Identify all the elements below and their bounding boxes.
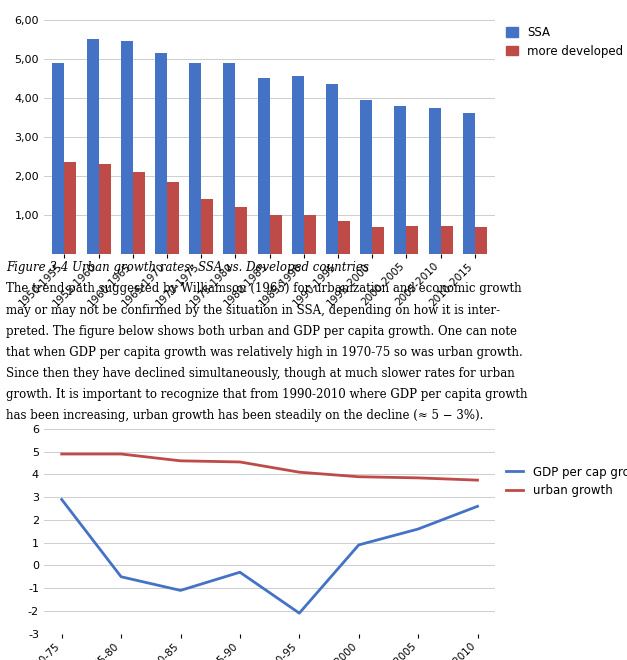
- Bar: [155, 53, 167, 254]
- Bar: [441, 226, 453, 254]
- Bar: [372, 227, 384, 254]
- Bar: [65, 162, 76, 254]
- Text: growth. It is important to recognize that from 1990-2010 where GDP per capita gr: growth. It is important to recognize tha…: [6, 388, 528, 401]
- Bar: [429, 108, 441, 254]
- Text: preted. The figure below shows both urban and GDP per capita growth. One can not: preted. The figure below shows both urba…: [6, 325, 517, 338]
- Bar: [304, 215, 316, 254]
- Bar: [87, 40, 98, 254]
- Bar: [338, 221, 350, 254]
- Bar: [394, 106, 406, 254]
- Text: has been increasing, urban growth has been steadily on the decline (≈ 5 − 3%).: has been increasing, urban growth has be…: [6, 409, 483, 422]
- Bar: [167, 182, 179, 254]
- Bar: [121, 42, 133, 254]
- Text: The trend path suggested by Williamson (1965) for urbanization and economic grow: The trend path suggested by Williamson (…: [6, 282, 522, 296]
- Text: that when GDP per capita growth was relatively high in 1970-75 so was urban grow: that when GDP per capita growth was rela…: [6, 346, 523, 359]
- Legend: SSA, more developed: SSA, more developed: [506, 26, 623, 57]
- Bar: [235, 207, 248, 254]
- Bar: [463, 113, 475, 254]
- Bar: [292, 77, 304, 254]
- Bar: [406, 226, 418, 254]
- Bar: [53, 63, 65, 254]
- Bar: [133, 172, 145, 254]
- Bar: [361, 100, 372, 254]
- Bar: [326, 84, 338, 254]
- Bar: [475, 227, 487, 254]
- Text: Figure 3-4 Urban growth rates: SSA vs. Developed countries: Figure 3-4 Urban growth rates: SSA vs. D…: [6, 261, 369, 274]
- Text: may or may not be confirmed by the situation in SSA, depending on how it is inte: may or may not be confirmed by the situa…: [6, 304, 500, 317]
- Bar: [189, 63, 201, 254]
- Bar: [201, 199, 213, 254]
- Bar: [98, 164, 110, 254]
- Bar: [258, 79, 270, 254]
- Bar: [223, 63, 235, 254]
- Bar: [270, 215, 282, 254]
- Text: Since then they have declined simultaneously, though at much slower rates for ur: Since then they have declined simultaneo…: [6, 367, 515, 380]
- Legend: GDP per cap growth, urban growth: GDP per cap growth, urban growth: [506, 465, 627, 498]
